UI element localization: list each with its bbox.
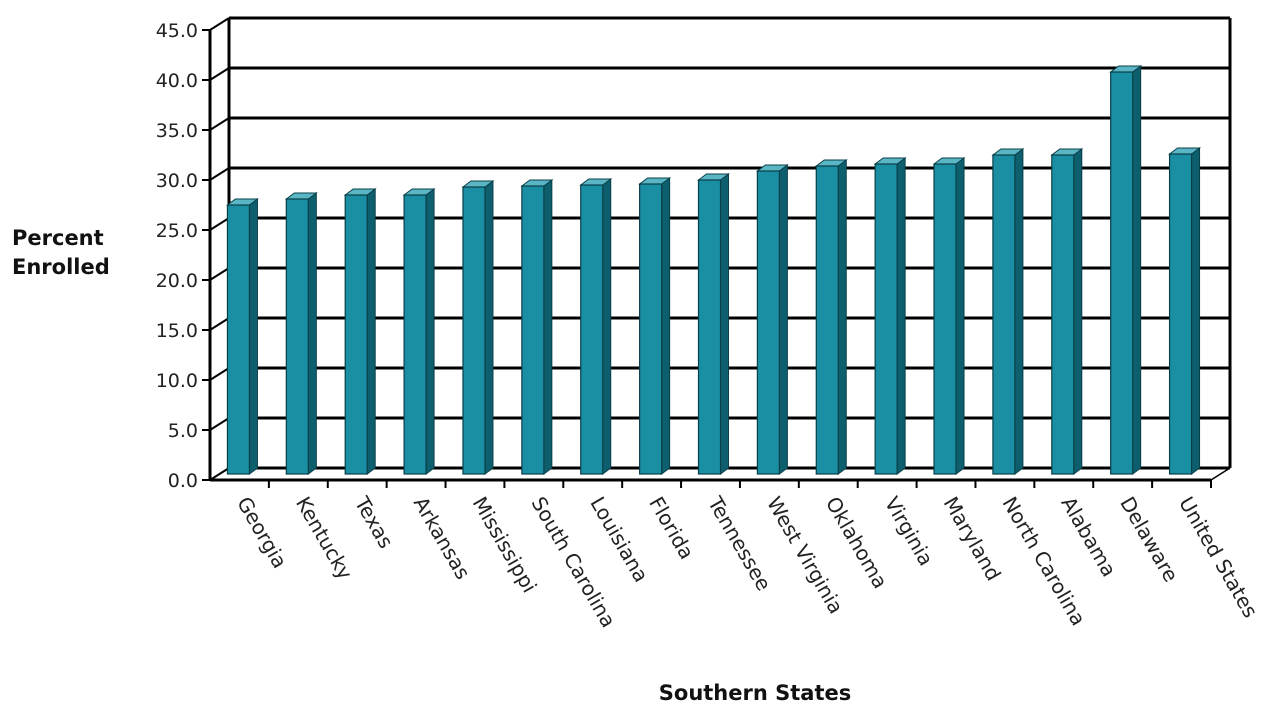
bar-side <box>720 173 729 475</box>
bar <box>225 197 259 476</box>
bar-front <box>462 186 486 475</box>
bar <box>755 164 789 475</box>
x-category-label: Kentucky <box>291 493 358 584</box>
bar-front <box>403 194 427 475</box>
y-tick-label: 20.0 <box>156 270 198 292</box>
bar <box>402 188 436 475</box>
y-tick-label: 35.0 <box>156 120 198 142</box>
gridline-depth <box>209 267 230 281</box>
bars <box>225 65 1202 476</box>
bar-front <box>1110 71 1134 475</box>
bar-side <box>602 178 612 475</box>
y-tick-label: 45.0 <box>156 20 198 42</box>
y-tick-label: 10.0 <box>156 370 198 392</box>
floor-edge <box>1210 467 1231 481</box>
bar-side <box>1191 147 1201 475</box>
gridline-depth <box>209 167 230 181</box>
x-category-label: Delaware <box>1115 493 1183 587</box>
y-tick-label: 15.0 <box>156 320 198 342</box>
y-tick-label: 30.0 <box>156 170 198 192</box>
gridline-depth <box>209 317 230 331</box>
bar <box>638 177 672 475</box>
y-tick-label: 25.0 <box>156 220 198 242</box>
y-axis-title-line2: Enrolled <box>12 255 110 279</box>
gridline-depth <box>209 217 230 231</box>
bar-side <box>366 188 376 475</box>
bar <box>991 148 1025 475</box>
x-axis-title: Southern States <box>659 681 851 705</box>
x-category-label: Alabama <box>1056 493 1121 581</box>
bar-front <box>815 165 839 475</box>
gridline-depth <box>209 417 230 431</box>
bar <box>1168 147 1202 475</box>
bar-side <box>484 180 494 475</box>
x-category-label: United States <box>1174 493 1263 622</box>
bar <box>343 188 377 475</box>
bar <box>461 180 495 475</box>
bar-side <box>837 159 847 475</box>
gridline-depth <box>209 467 230 481</box>
bar <box>1109 65 1143 475</box>
bar <box>873 157 907 475</box>
bar-side <box>778 164 788 475</box>
y-tick-label: 0.0 <box>168 470 198 492</box>
bar-front <box>1168 153 1193 475</box>
bar-side <box>248 197 258 476</box>
gridline-depth <box>209 367 230 381</box>
bar-front <box>285 198 309 475</box>
bar-front <box>639 183 663 475</box>
y-tick-label: 40.0 <box>156 70 198 92</box>
bar-front <box>344 194 368 475</box>
bar <box>814 159 848 475</box>
bar-front <box>697 179 722 475</box>
x-category-label: Arkansas <box>409 493 475 584</box>
bar-side <box>661 177 671 475</box>
bar-side <box>1132 65 1142 475</box>
bar-front <box>521 185 545 475</box>
x-category-label: Georgia <box>232 493 292 573</box>
x-category-label: Virginia <box>880 493 938 570</box>
bar-front <box>933 163 957 475</box>
bar <box>520 179 554 475</box>
bar <box>697 173 730 475</box>
bar-side <box>1014 148 1024 475</box>
x-category-label: Maryland <box>939 493 1006 585</box>
bar-front <box>580 184 604 475</box>
x-category-label: Louisiana <box>585 493 653 587</box>
x-category-label: Florida <box>644 493 699 564</box>
bar-side <box>425 188 435 475</box>
bar-front <box>226 204 251 475</box>
y-tick-label: 5.0 <box>168 420 198 442</box>
bar <box>579 178 613 475</box>
bar-side <box>1073 148 1083 475</box>
bar-side <box>896 157 906 475</box>
bar <box>932 157 966 475</box>
bar-front <box>874 163 898 475</box>
bar-side <box>307 192 317 475</box>
bar <box>284 192 318 475</box>
bar <box>1050 148 1084 475</box>
gridline-depth <box>209 17 230 31</box>
y-axis-title-line1: Percent <box>12 226 104 250</box>
gridline-depth <box>209 67 230 81</box>
gridline-depth <box>209 117 230 131</box>
bar-side <box>955 157 965 475</box>
bar-front <box>992 154 1016 475</box>
bar-front <box>756 170 780 475</box>
x-category-label: Texas <box>349 492 398 553</box>
bar-front <box>1051 154 1075 475</box>
bar-side <box>543 179 553 475</box>
y-tick-labels: 0.0 5.0 10.0 15.0 20.0 25.0 30.0 35.0 40.0 45.0 <box>156 20 198 492</box>
